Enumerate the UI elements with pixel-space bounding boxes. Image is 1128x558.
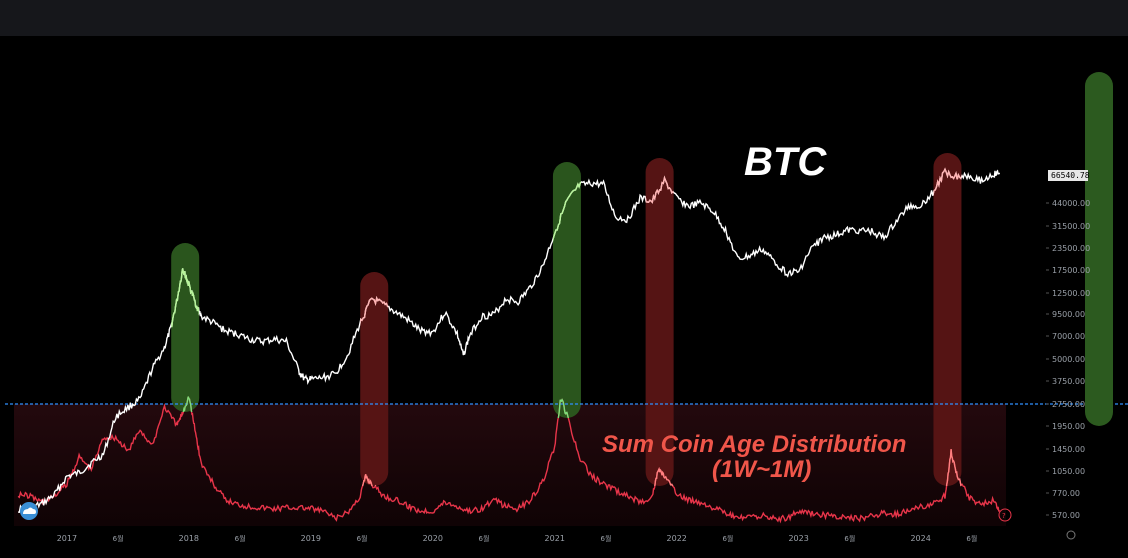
x-tick-label: 2024: [910, 534, 930, 543]
x-tick-label: 6월: [966, 534, 977, 543]
x-tick-label: 2023: [788, 534, 808, 543]
right-green-bar: [1085, 72, 1113, 426]
indicator-zone: [14, 404, 1006, 526]
last-price-value: 66540.78: [1051, 171, 1090, 180]
y-tick-label: 570.00: [1052, 511, 1080, 520]
highlight-band-red: [360, 272, 389, 486]
chart-title: BTC: [744, 140, 827, 184]
y-tick-label: 1450.00: [1052, 445, 1085, 454]
y-tick-label: 1950.00: [1052, 422, 1085, 431]
highlight-band-green: [171, 243, 200, 412]
y-tick-label: 44000.00: [1052, 199, 1090, 208]
help-icon[interactable]: [998, 508, 1012, 522]
x-tick-label: 6월: [113, 534, 124, 543]
y-tick-label: 12500.00: [1052, 289, 1090, 298]
y-axis: 44000.00 31500.00 23500.00 17500.00 12500.00…: [1046, 199, 1090, 520]
y-tick-label: 3750.00: [1052, 377, 1085, 386]
x-tick-label: 2017: [57, 534, 77, 543]
y-tick-label: 7000.00: [1052, 332, 1085, 341]
x-tick-label: 6월: [844, 534, 855, 543]
chart-area: BTC Sum Coin Age Distribution (1W~1M) 44…: [0, 36, 1128, 558]
help-icon-glyph: ?: [1002, 512, 1006, 520]
x-tick-label: 6월: [722, 534, 733, 543]
y-tick-label: 17500.00: [1052, 266, 1090, 275]
last-price-tag: [1048, 170, 1088, 181]
x-tick-label: 2018: [179, 534, 199, 543]
x-tick-label: 2019: [301, 534, 321, 543]
highlight-band-green: [552, 162, 581, 418]
y-tick-label: 23500.00: [1052, 244, 1090, 253]
indicator-line-highlight-green: [182, 396, 193, 412]
x-tick-label: 6월: [479, 534, 490, 543]
x-axis: 2017 6월 2018 6월 2019 6월 2020 6월 2021 6월 2022 6월 2023…: [57, 534, 978, 543]
btc-line-highlight-green: [171, 268, 200, 328]
highlight-band-red: [933, 153, 962, 486]
y-tick-label: 31500.00: [1052, 222, 1090, 231]
settings-icon[interactable]: [1066, 530, 1076, 540]
x-tick-label: 2022: [667, 534, 687, 543]
x-tick-label: 6월: [601, 534, 612, 543]
btc-chart-svg: BTC Sum Coin Age Distribution (1W~1M) 44…: [5, 72, 1128, 543]
x-tick-label: 2021: [545, 534, 565, 543]
top-toolbar: [0, 0, 1128, 36]
x-tick-label: 2020: [423, 534, 443, 543]
y-tick-label: 1050.00: [1052, 467, 1085, 476]
indicator-label-line1: Sum Coin Age Distribution: [602, 431, 906, 458]
y-tick-label: 5000.00: [1052, 355, 1085, 364]
cloud-icon: [23, 507, 36, 514]
indicator-label-line2: (1W~1M): [712, 456, 811, 483]
y-tick-label: 2750.00: [1052, 400, 1085, 409]
y-tick-label: 770.00: [1052, 489, 1080, 498]
x-tick-label: 6월: [357, 534, 368, 543]
y-tick-label: 9500.00: [1052, 310, 1085, 319]
x-tick-label: 6월: [235, 534, 246, 543]
